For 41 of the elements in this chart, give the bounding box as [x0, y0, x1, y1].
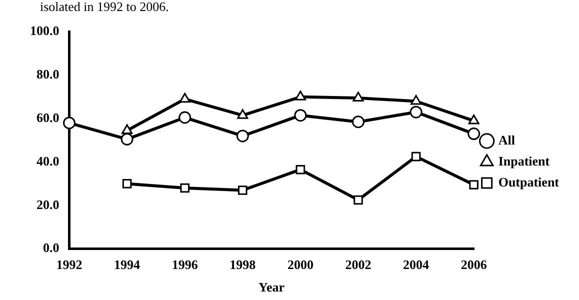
point: [411, 152, 421, 162]
point: [469, 180, 478, 190]
point: [468, 114, 480, 124]
x-tick-label: 1994: [114, 256, 141, 272]
point: [122, 124, 133, 134]
x-tick-label: 1992: [56, 256, 82, 272]
point: [410, 94, 422, 105]
x-tick-label: 2004: [403, 256, 430, 272]
point: [352, 116, 364, 128]
point: [294, 90, 306, 100]
point: [63, 116, 76, 130]
x-tick-label: 1998: [230, 256, 256, 272]
x-tick-label: 1996: [172, 256, 198, 272]
x-tick-label: 2000: [287, 256, 314, 272]
point: [296, 164, 306, 174]
y-tick-label: 20.0: [36, 196, 60, 212]
point: [352, 92, 364, 102]
x-tick-label: 2002: [345, 256, 372, 272]
point: [179, 92, 190, 103]
point: [238, 186, 248, 195]
point: [354, 195, 363, 205]
point: [122, 179, 132, 188]
y-tick-label: 40.0: [36, 153, 60, 168]
point: [180, 183, 190, 193]
point: [236, 130, 249, 142]
y-tick-label: 60.0: [36, 110, 60, 125]
point: [120, 132, 134, 146]
point: [468, 128, 480, 140]
chart-title: isolated in 1992 to 2006.: [40, 0, 169, 14]
point: [178, 111, 192, 124]
point: [294, 109, 307, 122]
legend-label: Inpatient: [498, 153, 550, 168]
y-tick-label: 100.0: [30, 23, 60, 38]
y-tick-label: 80.0: [36, 66, 60, 82]
x-axis-title: Year: [258, 280, 285, 295]
x-tick-label: 2006: [460, 256, 488, 272]
y-tick-label: 0.0: [43, 240, 60, 256]
point: [410, 106, 422, 118]
point: [237, 109, 248, 119]
legend-label: All: [498, 132, 516, 148]
legend-label: Outpatient: [498, 174, 560, 190]
